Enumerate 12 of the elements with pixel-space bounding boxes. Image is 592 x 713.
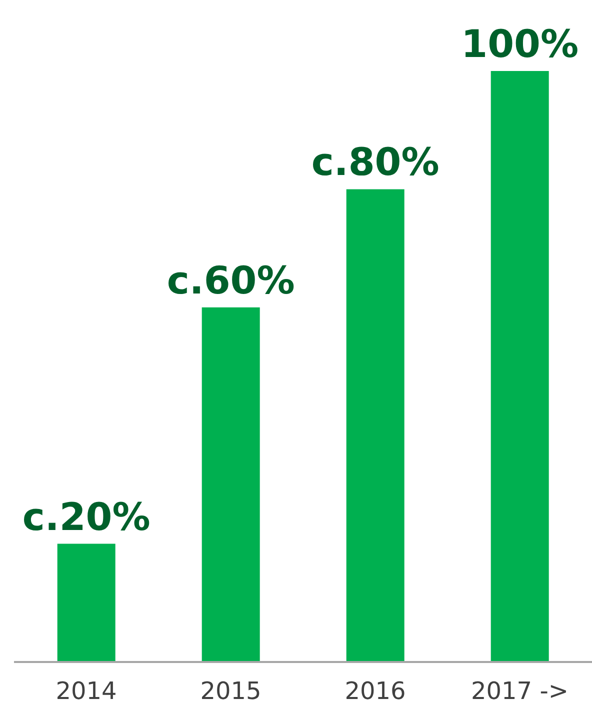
bar <box>202 307 260 662</box>
data-label: c.60% <box>166 258 295 302</box>
data-label: 100% <box>461 22 579 66</box>
bar <box>346 189 404 662</box>
x-tick-label: 2016 <box>344 677 406 706</box>
data-label: c.80% <box>311 140 440 184</box>
bar <box>490 71 549 662</box>
x-tick-label: 2014 <box>56 677 117 706</box>
x-tick-label: 2015 <box>200 677 262 706</box>
x-tick-label: 2017 -> <box>471 677 568 706</box>
data-label: c.20% <box>22 494 150 539</box>
bar <box>57 544 116 662</box>
